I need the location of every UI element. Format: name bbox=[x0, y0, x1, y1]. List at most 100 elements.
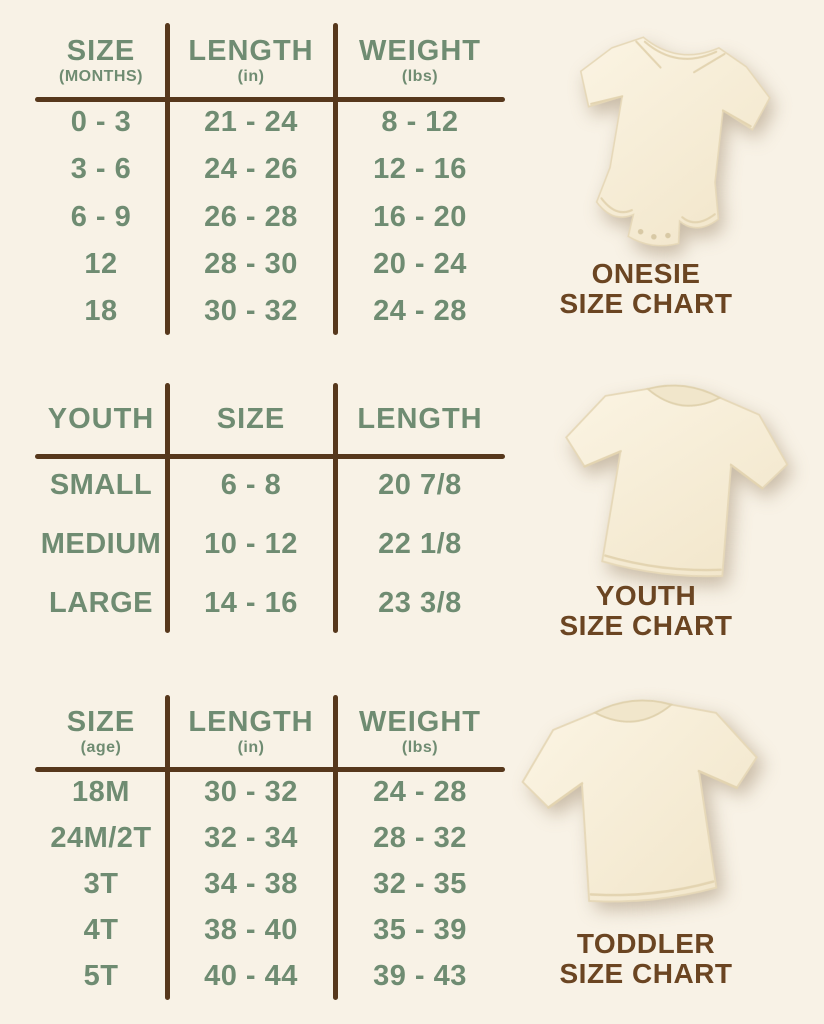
table-row: 0 - 3 21 - 24 8 - 12 bbox=[35, 99, 505, 146]
column-header-unit: (in) bbox=[237, 68, 265, 86]
column-header-length: LENGTH bbox=[335, 383, 505, 456]
table-cell: 32 - 35 bbox=[373, 868, 467, 900]
table-vertical-rule bbox=[333, 23, 338, 335]
column-header-title: LENGTH bbox=[188, 34, 314, 67]
column-header-size: SIZE (age) bbox=[35, 695, 167, 769]
table-row: LARGE 14 - 16 23 3/8 bbox=[35, 574, 505, 633]
table-row: MEDIUM 10 - 12 22 1/8 bbox=[35, 515, 505, 574]
column-header-unit: (lbs) bbox=[401, 68, 439, 86]
table-row: SMALL 6 - 8 20 7/8 bbox=[35, 456, 505, 515]
youth-table-body: SMALL 6 - 8 20 7/8 MEDIUM 10 - 12 22 1/8… bbox=[35, 456, 505, 633]
table-vertical-rule bbox=[333, 695, 338, 1000]
column-header-title: LENGTH bbox=[357, 403, 483, 436]
table-row: 6 - 9 26 - 28 16 - 20 bbox=[35, 193, 505, 240]
table-horizontal-rule bbox=[35, 454, 505, 459]
table-cell: 28 - 30 bbox=[204, 247, 298, 280]
column-header-length: LENGTH (in) bbox=[167, 695, 335, 769]
table-cell: 40 - 44 bbox=[204, 960, 298, 993]
table-row: 5T 40 - 44 39 - 43 bbox=[35, 954, 505, 1000]
table-cell: 16 - 20 bbox=[373, 200, 467, 233]
table-row: 18M 30 - 32 24 - 28 bbox=[35, 769, 505, 815]
caption-line: SIZE CHART bbox=[559, 288, 733, 319]
table-cell: 14 - 16 bbox=[204, 587, 298, 619]
column-header-unit: (MONTHS) bbox=[59, 68, 143, 86]
table-row: 18 30 - 32 24 - 28 bbox=[35, 288, 505, 335]
caption-line: SIZE CHART bbox=[559, 610, 733, 641]
table-cell: 26 - 28 bbox=[204, 200, 298, 233]
table-cell: 8 - 12 bbox=[381, 106, 459, 139]
caption-line: SIZE CHART bbox=[559, 958, 733, 989]
table-cell: 0 - 3 bbox=[70, 106, 132, 139]
table-cell: 24M/2T bbox=[50, 821, 152, 854]
table-cell: 30 - 32 bbox=[204, 294, 298, 327]
caption-line: TODDLER bbox=[576, 928, 716, 959]
table-cell: 20 - 24 bbox=[373, 247, 467, 280]
table-vertical-rule bbox=[165, 383, 170, 633]
table-cell: 32 - 34 bbox=[204, 821, 298, 854]
table-cell: 24 - 26 bbox=[204, 153, 298, 186]
column-header-youth: YOUTH bbox=[35, 383, 167, 456]
table-vertical-rule bbox=[165, 695, 170, 1000]
table-cell: 18M bbox=[72, 775, 130, 808]
column-header-title: SIZE bbox=[216, 403, 286, 436]
column-header-unit: (lbs) bbox=[401, 739, 439, 757]
column-header-weight: WEIGHT (lbs) bbox=[335, 23, 505, 99]
table-cell: 6 - 8 bbox=[220, 469, 282, 501]
table-cell: MEDIUM bbox=[40, 528, 162, 560]
column-header-weight: WEIGHT (lbs) bbox=[335, 695, 505, 769]
youth-tshirt-illustration bbox=[565, 384, 789, 578]
table-cell: 28 - 32 bbox=[373, 821, 467, 854]
toddler-table-body: 18M 30 - 32 24 - 28 24M/2T 32 - 34 28 - … bbox=[35, 769, 505, 1000]
table-cell: 21 - 24 bbox=[204, 106, 298, 139]
column-header-unit: (age) bbox=[80, 739, 122, 757]
onesie-table-body: 0 - 3 21 - 24 8 - 12 3 - 6 24 - 26 12 - … bbox=[35, 99, 505, 335]
table-cell: SMALL bbox=[49, 469, 153, 501]
table-row: 3 - 6 24 - 26 12 - 16 bbox=[35, 146, 505, 193]
table-cell: 22 1/8 bbox=[378, 528, 462, 560]
onesie-size-table: SIZE (MONTHS) LENGTH (in) WEIGHT (lbs) 0… bbox=[35, 23, 505, 335]
table-cell: 20 7/8 bbox=[378, 469, 462, 501]
table-cell: 38 - 40 bbox=[204, 914, 298, 947]
column-header-title: SIZE bbox=[66, 705, 136, 738]
column-header-title: YOUTH bbox=[47, 403, 155, 436]
youth-caption: YOUTH SIZE CHART bbox=[496, 581, 796, 641]
caption-line: YOUTH bbox=[595, 580, 697, 611]
table-row: 3T 34 - 38 32 - 35 bbox=[35, 861, 505, 907]
table-horizontal-rule bbox=[35, 97, 505, 102]
table-cell: 35 - 39 bbox=[373, 914, 467, 947]
table-cell: LARGE bbox=[49, 587, 153, 619]
table-cell: 39 - 43 bbox=[373, 960, 467, 993]
column-header-length: LENGTH (in) bbox=[167, 23, 335, 99]
table-cell: 24 - 28 bbox=[373, 775, 467, 808]
column-header-size: SIZE (MONTHS) bbox=[35, 23, 167, 99]
youth-size-table: YOUTH SIZE LENGTH SMALL 6 - 8 20 7/8 MED… bbox=[35, 383, 505, 633]
table-cell: 30 - 32 bbox=[204, 775, 298, 808]
table-cell: 3 - 6 bbox=[70, 153, 132, 186]
caption-line: ONESIE bbox=[591, 258, 701, 289]
table-cell: 12 - 16 bbox=[373, 153, 467, 186]
onesie-table-header-row: SIZE (MONTHS) LENGTH (in) WEIGHT (lbs) bbox=[35, 23, 505, 99]
table-horizontal-rule bbox=[35, 767, 505, 772]
toddler-tshirt-illustration bbox=[521, 699, 758, 903]
table-row: 12 28 - 30 20 - 24 bbox=[35, 241, 505, 288]
table-vertical-rule bbox=[333, 383, 338, 633]
onesie-illustration bbox=[579, 36, 771, 247]
column-header-unit: (in) bbox=[237, 739, 265, 757]
column-header-size: SIZE bbox=[167, 383, 335, 456]
youth-table-header-row: YOUTH SIZE LENGTH bbox=[35, 383, 505, 456]
table-cell: 18 bbox=[84, 294, 118, 327]
table-cell: 23 3/8 bbox=[378, 587, 462, 619]
table-cell: 12 bbox=[84, 247, 118, 280]
table-cell: 6 - 9 bbox=[70, 200, 132, 233]
table-cell: 34 - 38 bbox=[204, 868, 298, 900]
table-cell: 24 - 28 bbox=[373, 294, 467, 327]
table-cell: 3T bbox=[83, 868, 119, 900]
toddler-size-table: SIZE (age) LENGTH (in) WEIGHT (lbs) 18M … bbox=[35, 695, 505, 1000]
column-header-title: WEIGHT bbox=[359, 34, 481, 67]
table-cell: 5T bbox=[83, 960, 119, 993]
table-cell: 4T bbox=[83, 914, 119, 947]
table-row: 24M/2T 32 - 34 28 - 32 bbox=[35, 815, 505, 861]
table-row: 4T 38 - 40 35 - 39 bbox=[35, 908, 505, 954]
column-header-title: SIZE bbox=[66, 34, 136, 67]
